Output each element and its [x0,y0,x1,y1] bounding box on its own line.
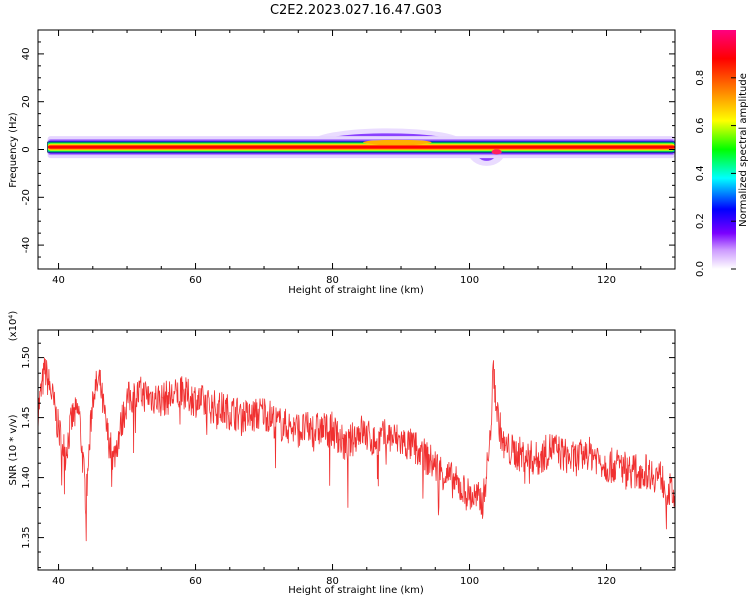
colorbar-label: Normalized spectral amplitude [738,73,749,227]
snr-y-scale-label: (x10⁴) [8,311,19,342]
heatmap-y-tick-label: 20 [21,95,32,108]
heatmap-x-tick-label: 40 [52,275,65,286]
colorbar: 0.0 0.2 0.4 0.6 0.8 Normalized spectral ampl… [695,30,749,277]
heatmap-x-tick-label: 80 [326,275,339,286]
heatmap-y-tick-label: -20 [21,189,32,205]
colorbar-ticks: 0.0 0.2 0.4 0.6 0.8 [695,70,736,277]
snr-series-line [38,357,675,542]
heatmap-y-tick-label: 40 [21,48,32,61]
heatmap-panel: 40 60 80 100 120 -40 -20 0 20 40 Height of straig… [8,29,676,296]
heatmap-x-tick-label: 100 [460,275,479,286]
heatmap-y-axis-label: Frequency (Hz) [8,112,19,188]
snr-ticks: 40 60 80 100 120 1.35 1.40 1.45 1.50 [21,330,676,587]
snr-x-tick-label: 60 [189,576,202,587]
colorbar-tick-label: 0.2 [695,213,706,229]
snr-y-tick-label: 1.50 [21,346,32,368]
heatmap-band-outline [47,141,675,153]
heatmap-ticks: 40 60 80 100 120 -40 -20 0 20 40 [21,29,676,286]
figure-title: C2E2.2023.027.16.47.G03 [270,3,442,18]
snr-x-tick-label: 80 [326,576,339,587]
snr-axes-frame [37,329,676,571]
colorbar-gradient [712,30,736,269]
colorbar-tick-label: 0.0 [695,261,706,277]
snr-panel: 40 60 80 100 120 1.35 1.40 1.45 1.50 Height of s… [8,311,676,596]
snr-x-tick-label: 120 [597,576,616,587]
heatmap-y-tick-label: 0 [21,146,32,152]
heatmap-band [47,128,675,166]
snr-x-tick-label: 40 [52,576,65,587]
snr-y-tick-label: 1.45 [21,406,32,428]
colorbar-tick-label: 0.6 [695,118,706,134]
heatmap-x-axis-label: Height of straight line (km) [288,285,424,296]
snr-x-axis-label: Height of straight line (km) [288,585,424,596]
snr-y-axis-label: SNR (10 * v/v) [8,414,19,485]
heatmap-disturbance-core [491,149,502,155]
snr-y-tick-label: 1.40 [21,466,32,488]
heatmap-disturbance-core [363,139,432,145]
snr-y-tick-label: 1.35 [21,526,32,548]
heatmap-y-tick-label: -40 [21,237,32,253]
heatmap-band-layer-7 [47,145,675,149]
colorbar-tick-label: 0.4 [695,165,706,181]
heatmap-x-tick-label: 60 [189,275,202,286]
colorbar-tick-label: 0.8 [695,70,706,86]
snr-x-tick-label: 100 [460,576,479,587]
heatmap-x-tick-label: 120 [597,275,616,286]
